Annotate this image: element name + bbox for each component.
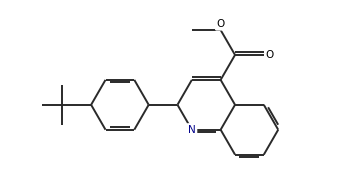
Text: O: O (266, 50, 274, 60)
Text: N: N (188, 125, 196, 135)
Text: O: O (217, 19, 225, 29)
